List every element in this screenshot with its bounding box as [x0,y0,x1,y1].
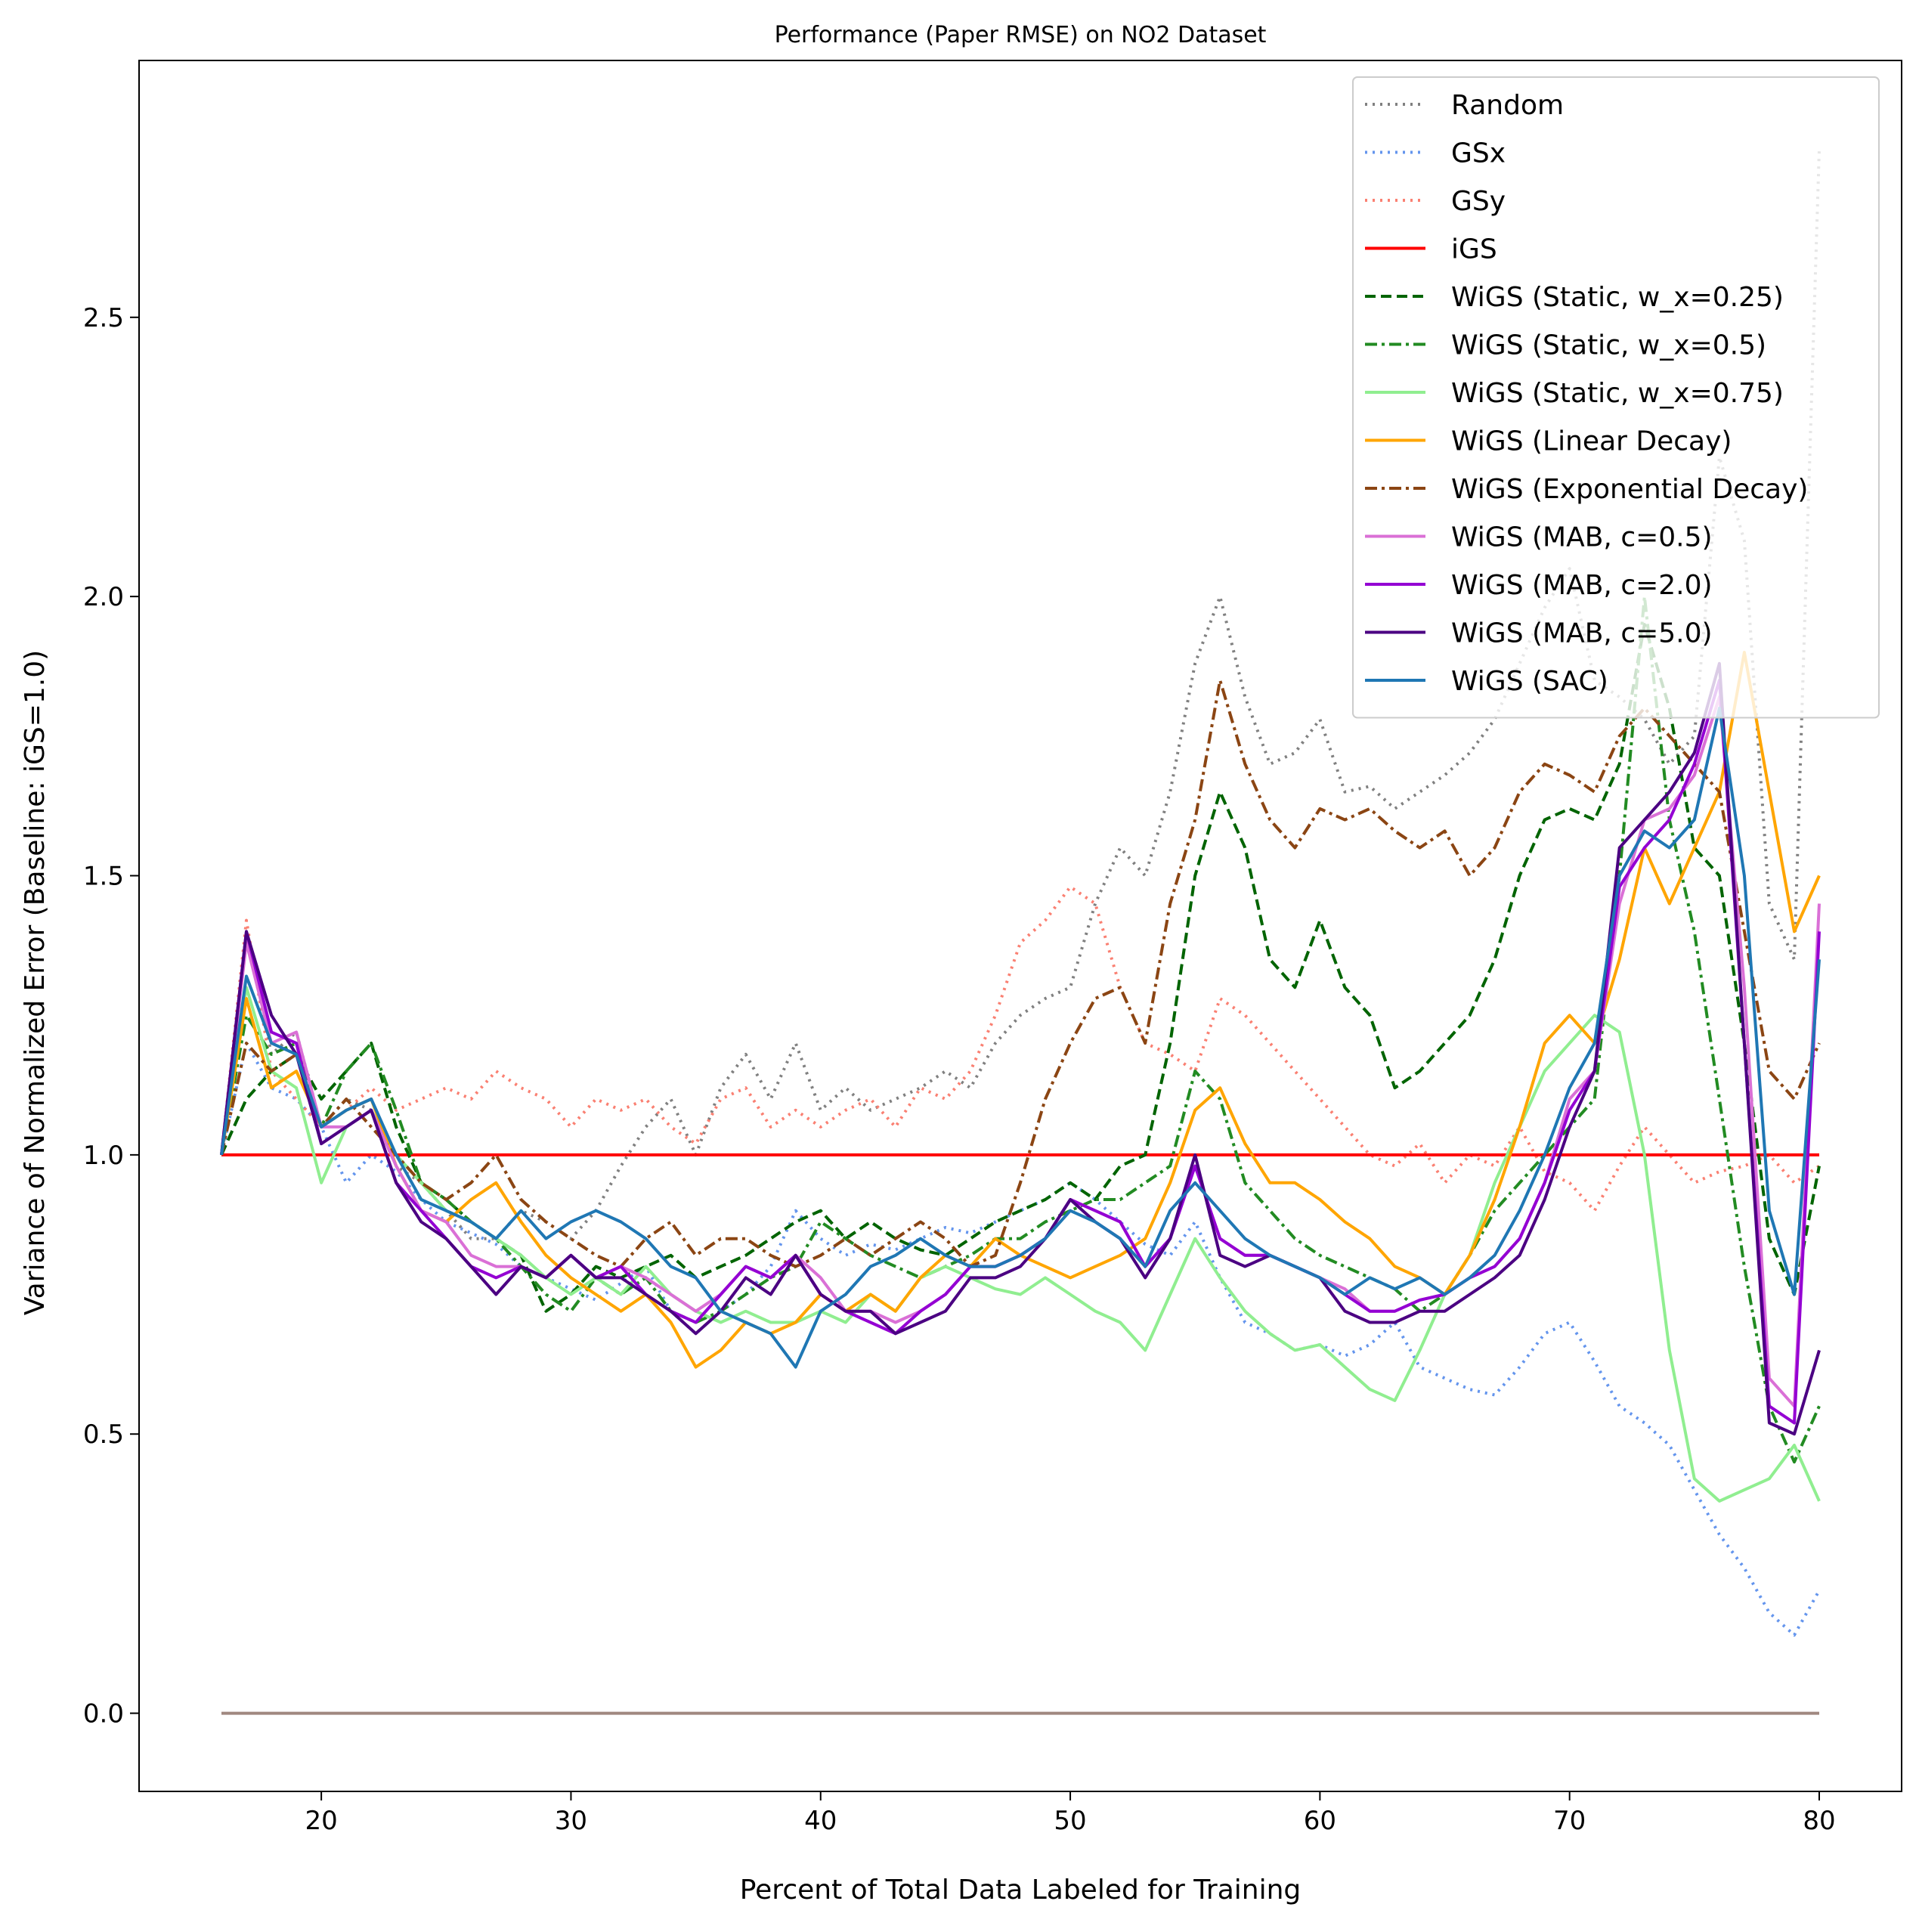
y-axis-label: Variance of Normalized Error (Baseline: … [20,650,51,1315]
x-axis: 20 30 40 50 60 70 80 [305,1791,1836,1836]
legend-label-gsy: GSy [1451,186,1506,217]
legend-label-gsx: GSx [1451,138,1506,169]
x-axis-label: Percent of Total Data Labeled for Traini… [740,1875,1302,1906]
legend-label-random: Random [1451,90,1564,121]
legend-label-igs: iGS [1451,234,1497,265]
legend-label-wigs-sac: WiGS (SAC) [1451,666,1608,697]
y-tick-label: 2.5 [83,303,124,333]
legend-label-wigs-mab-c-0-5: WiGS (MAB, c=0.5) [1451,522,1713,553]
chart-title: Performance (Paper RMSE) on NO2 Dataset [775,22,1267,48]
series-line-gsx [220,1042,1821,1637]
legend-label-wigs-linear-decay: WiGS (Linear Decay) [1451,426,1732,457]
series-line-wigs-sac [220,706,1821,1369]
series-line-wigs-exponential-decay [220,679,1821,1268]
legend-label-wigs-static-w-x-0-25: WiGS (Static, w_x=0.25) [1451,282,1784,313]
x-tick-label: 80 [1803,1806,1835,1836]
legend-label-wigs-mab-c-5-0: WiGS (MAB, c=5.0) [1451,618,1713,649]
x-tick-label: 70 [1553,1806,1586,1836]
legend-label-wigs-mab-c-2-0: WiGS (MAB, c=2.0) [1451,570,1713,601]
y-tick-label: 0.5 [83,1420,124,1450]
y-axis: 0.0 0.5 1.0 1.5 2.0 2.5 [83,303,139,1729]
plot-frame [138,60,1902,1792]
y-tick-label: 2.0 [83,582,124,612]
x-tick-label: 40 [804,1806,837,1836]
legend: Random GSx GSy iGS WiGS (Static, w_x=0.25) Wi… [1352,76,1880,719]
series-line-wigs-mab-c-5-0 [220,661,1821,1436]
y-tick-label: 0.0 [83,1699,124,1729]
legend-label-wigs-static-w-x-0-5: WiGS (Static, w_x=0.5) [1451,330,1766,361]
legend-label-wigs-exponential-decay: WiGS (Exponential Decay) [1451,474,1808,505]
legend-label-wigs-static-w-x-0-75: WiGS (Static, w_x=0.75) [1451,378,1784,409]
x-tick-label: 20 [305,1806,337,1836]
y-tick-label: 1.5 [83,862,124,892]
legend-box [1352,76,1880,719]
x-tick-label: 50 [1054,1806,1086,1836]
x-tick-label: 30 [555,1806,587,1836]
series-line-wigs-static-w-x-0-25 [220,623,1821,1313]
x-tick-label: 60 [1304,1806,1336,1836]
y-tick-label: 1.0 [83,1141,124,1171]
